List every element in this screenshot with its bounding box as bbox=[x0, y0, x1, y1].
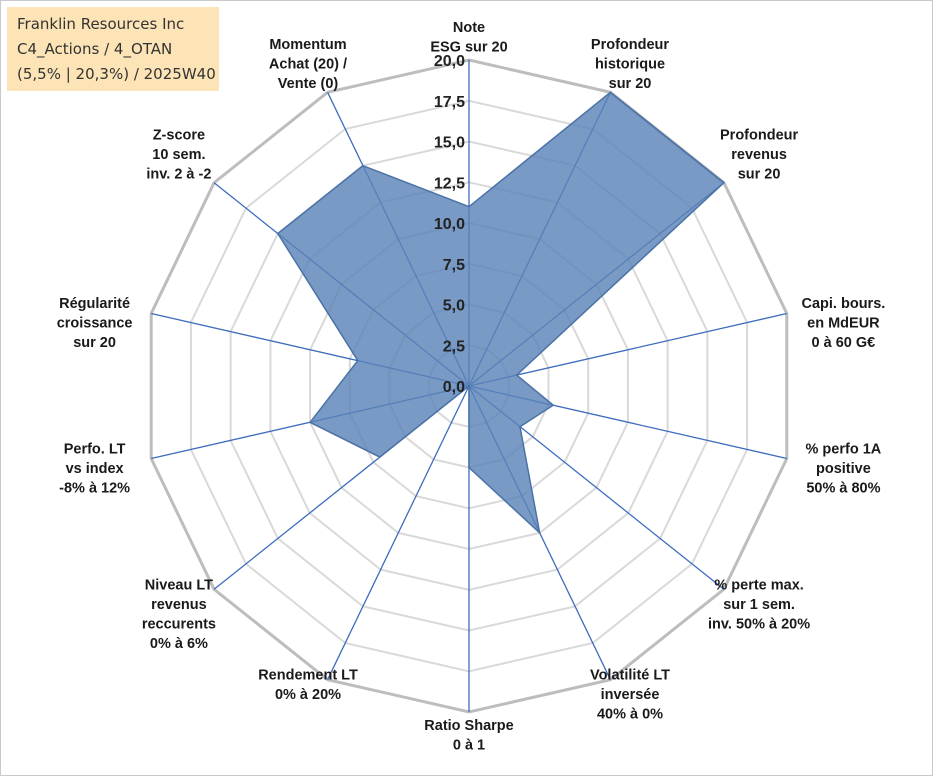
axis-label-line: Profondeur bbox=[591, 37, 669, 53]
axis-label-line: sur 20 bbox=[73, 335, 116, 351]
axis-label-line: Vente (0) bbox=[278, 76, 339, 92]
series-point bbox=[552, 404, 554, 407]
axis-label: Profondeur historique sur 20 bbox=[591, 37, 669, 92]
axis-label: % perte max. sur 1 sem. inv. 50% à 20% bbox=[708, 577, 810, 632]
axis-label-line: Profondeur bbox=[720, 128, 798, 144]
axis-label: % perfo 1A positive 50% à 80% bbox=[806, 441, 882, 496]
axis-label-line: croissance bbox=[57, 316, 133, 332]
series-point bbox=[723, 181, 725, 184]
axis-label-line: sur 1 sem. bbox=[723, 597, 795, 613]
series-point bbox=[357, 359, 359, 362]
axis-label-line: vs index bbox=[66, 461, 124, 477]
series-point bbox=[515, 374, 518, 376]
axis-label-line: Rendement LT bbox=[258, 668, 358, 684]
axis-label-line: revenus bbox=[731, 147, 787, 163]
axis-label-line: Capi. bours. bbox=[802, 296, 886, 312]
axis-label-line: reccurents bbox=[142, 616, 216, 632]
tick-label: 20,0 bbox=[434, 53, 465, 70]
axis-label-line: 0 à 60 G€ bbox=[812, 335, 876, 351]
radar-tick-labels: 0,0 2,5 5,0 7,5 10,0 12,5 15,0 17,5 20,0 bbox=[434, 53, 465, 396]
title-line-1: Franklin Resources Inc bbox=[17, 15, 185, 33]
axis-label-line: inv. 50% à 20% bbox=[708, 616, 810, 632]
series-point bbox=[468, 205, 470, 208]
series-point bbox=[609, 91, 612, 94]
axis-spoke bbox=[468, 312, 787, 387]
axis-label: Volatilité LT inversée 40% à 0% bbox=[590, 668, 670, 723]
axis-label-line: Régularité bbox=[59, 296, 130, 312]
tick-label: 7,5 bbox=[443, 257, 465, 274]
tick-label: 17,5 bbox=[434, 94, 465, 111]
axis-label: Perfo. LT vs index -8% à 12% bbox=[59, 441, 130, 496]
axis-label-line: Volatilité LT bbox=[590, 668, 670, 684]
axis-label: Note ESG sur 20 bbox=[430, 20, 507, 56]
axis-label-line: positive bbox=[816, 461, 871, 477]
tick-label: 12,5 bbox=[434, 175, 465, 192]
axis-label-line: Ratio Sharpe bbox=[424, 718, 513, 734]
axis-label: Niveau LT revenus reccurents 0% à 6% bbox=[142, 577, 216, 652]
axis-label-line: ESG sur 20 bbox=[430, 40, 507, 56]
axis-label: Rendement LT 0% à 20% bbox=[258, 668, 358, 704]
axis-label-line: 40% à 0% bbox=[597, 707, 663, 723]
series-point bbox=[362, 164, 364, 167]
title-line-3: (5,5% | 20,3%) / 2025W40 bbox=[17, 65, 216, 83]
axis-label: Z-score 10 sem. inv. 2 à -2 bbox=[146, 128, 211, 183]
axis-label-line: historique bbox=[595, 57, 665, 73]
axis-label: Momentum Achat (20) / Vente (0) bbox=[269, 37, 347, 92]
series-point bbox=[277, 232, 279, 235]
axis-label-line: 10 sem. bbox=[152, 147, 205, 163]
series-point bbox=[379, 456, 381, 458]
axis-label-line: Note bbox=[453, 20, 485, 36]
series-point bbox=[538, 532, 541, 534]
radar-series bbox=[276, 91, 726, 535]
axis-label: Régularité croissance sur 20 bbox=[57, 296, 133, 351]
axis-label-line: 0% à 6% bbox=[150, 636, 208, 652]
series-point bbox=[309, 421, 311, 424]
axis-label-line: inv. 2 à -2 bbox=[146, 167, 211, 183]
tick-label: 2,5 bbox=[443, 338, 465, 355]
series-point bbox=[468, 385, 470, 387]
series-point bbox=[519, 425, 521, 428]
axis-label-line: 0 à 1 bbox=[453, 738, 485, 754]
axis-label-line: sur 20 bbox=[738, 167, 781, 183]
radar-axis-labels: Note ESG sur 20 Profondeur historique sur 20… bbox=[57, 20, 886, 754]
axis-label: Capi. bours. en MdEUR 0 à 60 G€ bbox=[802, 296, 886, 351]
axis-label-line: inversée bbox=[601, 687, 660, 703]
axis-label: Ratio Sharpe 0 à 1 bbox=[424, 718, 513, 754]
axis-label-line: Perfo. LT bbox=[64, 441, 126, 457]
title-box: Franklin Resources Inc C4_Actions / 4_OT… bbox=[7, 7, 219, 91]
series-point bbox=[468, 466, 470, 469]
tick-label: 5,0 bbox=[443, 298, 465, 315]
axis-label-line: Z-score bbox=[153, 128, 205, 144]
axis-label-line: Momentum bbox=[269, 37, 346, 53]
axis-label-line: en MdEUR bbox=[807, 316, 880, 332]
axis-label-line: -8% à 12% bbox=[59, 480, 130, 496]
axis-label-line: % perfo 1A bbox=[806, 441, 882, 457]
axis-label-line: revenus bbox=[151, 597, 207, 613]
axis-spoke bbox=[327, 385, 470, 680]
tick-label: 0,0 bbox=[443, 379, 465, 396]
series-area bbox=[276, 91, 726, 535]
axis-label-line: sur 20 bbox=[609, 76, 652, 92]
axis-label: Profondeur revenus sur 20 bbox=[720, 128, 798, 183]
axis-label-line: Niveau LT bbox=[145, 577, 213, 593]
axis-label-line: Achat (20) / bbox=[269, 57, 347, 73]
tick-label: 10,0 bbox=[434, 216, 465, 233]
tick-label: 15,0 bbox=[434, 135, 465, 152]
axis-label-line: 0% à 20% bbox=[275, 687, 341, 703]
title-line-2: C4_Actions / 4_OTAN bbox=[17, 40, 173, 58]
axis-label-line: % perte max. bbox=[714, 577, 803, 593]
axis-label-line: 50% à 80% bbox=[806, 480, 880, 496]
